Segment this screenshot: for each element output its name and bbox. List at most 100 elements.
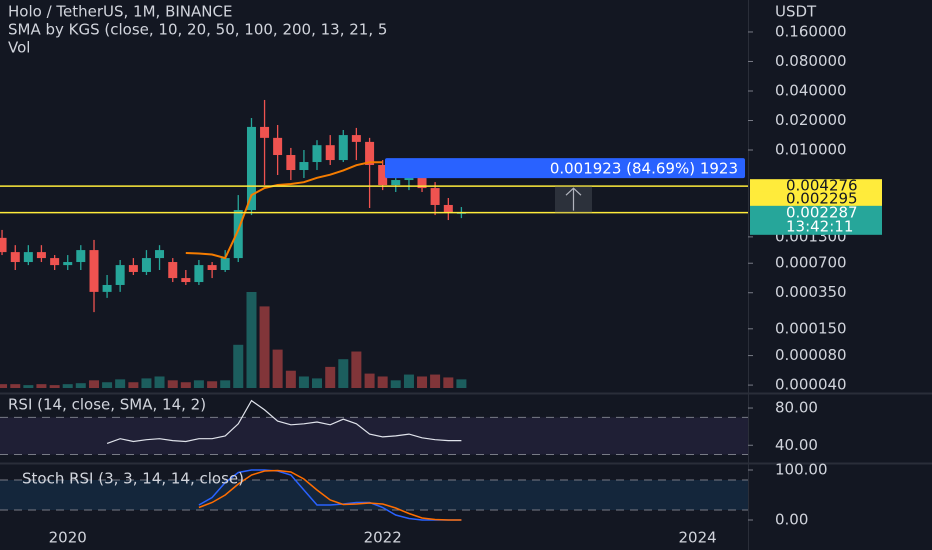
y-tick-label: 40.00 <box>775 436 818 454</box>
sma-line <box>185 161 383 260</box>
y-tick-label: 80.00 <box>775 399 818 417</box>
candle-body <box>141 258 151 272</box>
volume-label: Vol <box>8 39 30 57</box>
candle-body <box>391 180 401 186</box>
candle-body <box>155 250 165 259</box>
indicator-line <box>198 469 462 521</box>
candle-body <box>76 250 86 263</box>
volume-bar <box>311 378 322 388</box>
price-line-label: 0.004276 <box>786 177 858 195</box>
candle-body <box>351 135 361 142</box>
volume-bar <box>443 377 454 388</box>
candle-body <box>63 262 73 266</box>
candle-body <box>299 162 309 171</box>
candle-body <box>325 145 335 161</box>
volume-bar <box>89 380 100 388</box>
volume-bar <box>220 380 231 388</box>
volume-bar <box>180 382 191 388</box>
volume-bar <box>62 384 73 388</box>
price-line-label: 0.002295 <box>786 189 858 207</box>
countdown-label: 13:42:11 <box>786 217 853 235</box>
volume-bar <box>167 380 178 388</box>
volume-bar <box>338 359 349 388</box>
volume-bar <box>246 292 257 388</box>
x-tick-label: 2020 <box>49 529 87 547</box>
volume-bar <box>377 376 388 388</box>
indicator-label: SMA by KGS (close, 10, 20, 50, 100, 200,… <box>8 21 387 39</box>
candle-body <box>260 126 270 138</box>
indicator-line <box>198 469 462 521</box>
main-pane: 2020 2022 2024 0.160000 0.080000 0.040000 0.02… <box>0 22 882 547</box>
last-price-label: 0.002287 <box>786 203 858 221</box>
volume-bar <box>390 380 401 388</box>
candle-body <box>430 188 440 205</box>
band-fill <box>0 480 748 510</box>
y-tick-label: 0.020000 <box>775 111 847 129</box>
candle-body <box>273 137 283 156</box>
volume-bar <box>403 374 414 388</box>
volume-bar <box>272 349 283 388</box>
volume-bar <box>430 374 441 388</box>
candle-body <box>378 165 388 186</box>
volume-bar <box>456 379 467 388</box>
volume-bar <box>325 366 336 388</box>
candle-body <box>128 265 138 272</box>
volume-bar <box>193 380 204 388</box>
volume-bar <box>154 376 165 388</box>
volume-bar <box>141 378 152 388</box>
volume-bar <box>10 384 21 388</box>
y-tick-label: 0.000080 <box>775 346 847 364</box>
candle-body <box>365 141 375 166</box>
candle-body <box>23 252 33 263</box>
candle-body <box>115 265 125 285</box>
y-tick-label: 0.000700 <box>775 254 847 272</box>
axis-unit: USDT <box>775 3 817 21</box>
volume-bar <box>0 384 8 388</box>
volume-bar <box>298 376 309 388</box>
volume-bar <box>49 385 60 388</box>
chart-title: Holo / TetherUS, 1M, BINANCE <box>8 3 232 21</box>
price-line-tag <box>750 191 882 206</box>
rsi-title: RSI (14, close, SMA, 14, 2) <box>8 396 206 414</box>
y-tick-label: 0.040000 <box>775 81 847 99</box>
candle-body <box>89 250 99 292</box>
volume-bar <box>207 381 218 388</box>
candle-body <box>286 155 296 171</box>
candle-body <box>207 265 217 271</box>
candle-body <box>50 258 60 266</box>
candle-body <box>443 204 453 213</box>
volume-bar <box>233 344 244 388</box>
y-tick-label: 0.00 <box>775 511 808 529</box>
y-tick-label: 0.010000 <box>775 141 847 159</box>
measure-box <box>385 158 745 179</box>
volume-bar <box>285 370 296 388</box>
candle-body <box>220 258 230 271</box>
candle-body <box>233 210 243 259</box>
y-tick-label: 100.00 <box>775 461 828 479</box>
candle-body <box>168 262 178 279</box>
candle-body <box>102 284 112 292</box>
candle-body <box>10 252 20 263</box>
y-tick-label: 0.160000 <box>775 22 847 40</box>
x-tick-label: 2022 <box>364 529 402 547</box>
volume-bar <box>128 382 139 388</box>
volume-bar <box>23 385 34 388</box>
volume-bar <box>259 306 270 388</box>
indicator-line <box>106 399 462 444</box>
band-fill <box>0 417 748 455</box>
x-tick-label: 2024 <box>679 529 717 547</box>
candle-body <box>417 170 427 189</box>
stoch-title: Stoch RSI (3, 3, 14, 14, close) <box>22 470 244 488</box>
candle-body <box>338 135 348 161</box>
volume-bar <box>364 373 375 388</box>
y-tick-label: 0.080000 <box>775 52 847 70</box>
volume-bar <box>417 376 428 388</box>
candle-body <box>181 278 191 283</box>
candle-body <box>194 265 204 283</box>
candle-body <box>0 237 7 253</box>
y-tick-label: 0.000040 <box>775 376 847 394</box>
candle-body <box>36 252 46 259</box>
measure-arrow <box>565 187 582 211</box>
